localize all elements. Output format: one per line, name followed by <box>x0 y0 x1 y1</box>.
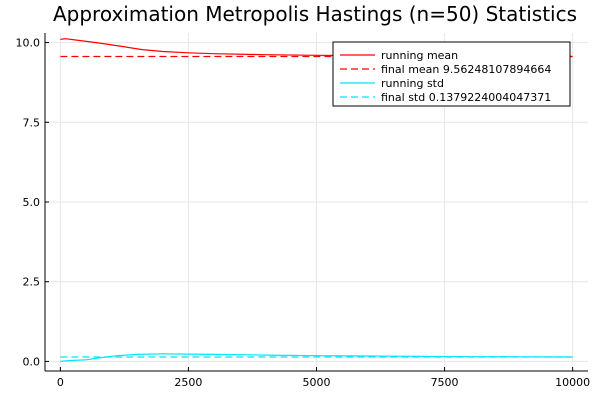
x-tick-label: 0 <box>57 376 64 389</box>
series-line-2 <box>60 353 573 362</box>
x-tick-label: 5000 <box>303 376 331 389</box>
y-tick-label: 2.5 <box>23 276 41 289</box>
legend-label-2: running std <box>381 77 444 90</box>
legend-label-0: running mean <box>381 49 458 62</box>
y-tick-label: 10.0 <box>16 37 41 50</box>
y-tick-label: 7.5 <box>23 116 41 129</box>
x-tick-label: 2500 <box>174 376 202 389</box>
x-tick-label: 10000 <box>555 376 590 389</box>
x-tick-label: 7500 <box>431 376 459 389</box>
y-tick-label: 5.0 <box>23 196 41 209</box>
chart-title: Approximation Metropolis Hastings (n=50)… <box>53 2 577 26</box>
y-tick-label: 0.0 <box>23 355 41 368</box>
legend-label-3: final std 0.1379224004047371 <box>381 91 551 104</box>
ticks: 0 2500 5000 7500 10000 0.0 2.5 5.0 7.5 10.0 <box>16 37 591 389</box>
legend-label-1: final mean 9.56248107894664 <box>381 63 551 76</box>
legend-box <box>332 41 571 107</box>
